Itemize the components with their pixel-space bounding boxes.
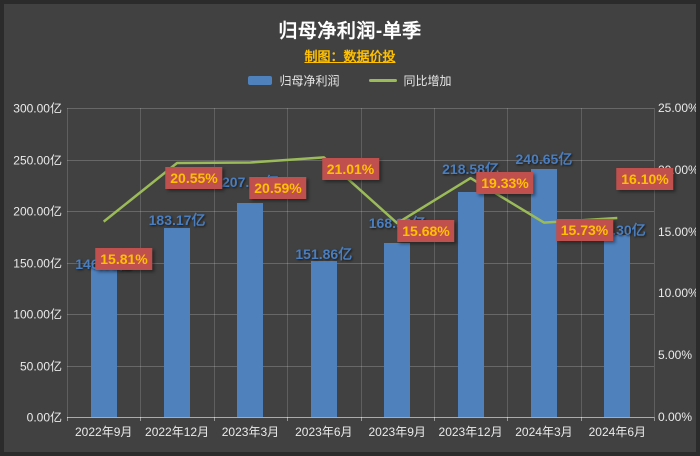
bar — [604, 235, 631, 417]
pct-label: 15.68% — [397, 219, 455, 242]
category-label: 2023年6月 — [295, 425, 353, 439]
legend: 归母净利润 同比增加 — [4, 72, 696, 89]
x-axis-tick — [433, 417, 435, 421]
legend-line-swatch-icon — [368, 79, 397, 82]
bar — [530, 169, 557, 417]
category-label: 2022年12月 — [145, 425, 210, 439]
right-axis-tick-label: 5.00% — [658, 348, 693, 363]
x-axis-tick — [580, 417, 582, 421]
x-axis-tick — [360, 417, 362, 421]
chart-title: 归母净利润-单季 — [278, 21, 422, 42]
gridline-horizontal — [67, 314, 654, 315]
pct-label: 15.73% — [555, 219, 614, 241]
category-label: 2023年12月 — [438, 425, 503, 439]
legend-line-label: 同比增加 — [403, 74, 452, 88]
gridline-vertical — [213, 108, 215, 417]
category-label: 2023年3月 — [221, 425, 280, 439]
legend-bar-swatch-icon — [248, 76, 273, 85]
bar — [457, 191, 484, 417]
bar — [310, 260, 337, 417]
pct-label: 20.59% — [249, 177, 307, 199]
gridline-vertical — [67, 108, 68, 417]
bar — [384, 242, 411, 417]
gridline-vertical — [580, 108, 582, 417]
bar — [90, 266, 117, 417]
right-axis-tick-label: 10.00% — [658, 286, 699, 301]
right-axis-tick-label: 25.00% — [658, 101, 699, 115]
x-axis-tick — [507, 417, 509, 421]
bar — [237, 202, 264, 417]
gridline-horizontal — [67, 211, 654, 212]
bar-value-label: 183.17亿 — [148, 212, 206, 228]
gridline-vertical — [507, 108, 509, 417]
left-axis-tick-label: 300.00亿 — [13, 101, 62, 116]
x-axis-tick — [287, 417, 289, 421]
gridline-vertical — [287, 108, 289, 417]
legend-bar-label: 归母净利润 — [279, 74, 340, 88]
left-axis-tick-label: 250.00亿 — [13, 153, 62, 167]
right-axis-tick-label: 0.00% — [658, 410, 693, 424]
left-axis-tick-label: 50.00亿 — [19, 359, 62, 373]
trend-line — [102, 156, 618, 225]
gridline-vertical — [360, 108, 362, 417]
x-axis-line — [67, 417, 654, 418]
plot-area: 146.06亿183.17亿207.95亿151.86亿168.96亿218.5… — [67, 108, 674, 421]
gridline-horizontal — [67, 417, 654, 418]
left-axis-tick-label: 0.00亿 — [26, 410, 62, 425]
pct-label: 21.01% — [321, 157, 380, 180]
x-axis-tick — [67, 417, 68, 421]
category-label: 2024年3月 — [515, 425, 573, 439]
trend-line-svg — [102, 156, 618, 225]
bar-value-label: 151.86亿 — [295, 246, 353, 262]
gridline-horizontal — [67, 108, 654, 109]
gridline-horizontal — [67, 262, 654, 264]
bar — [164, 228, 191, 417]
category-label: 2023年9月 — [368, 425, 426, 439]
pct-label: 15.81% — [95, 247, 153, 270]
gridline-horizontal — [67, 365, 654, 367]
left-axis: 300.00亿 250.00亿 200.00亿 150.00亿 100.00亿 50.00… — [4, 102, 62, 425]
chart-subtitle: 制图：数据价投 — [4, 46, 696, 65]
left-axis-tick-label: 150.00亿 — [13, 256, 62, 270]
x-axis: 2022年9月 2022年12月 2023年3月 2023年6月 2023年9月 2023… — [67, 423, 654, 443]
x-axis-tick — [654, 417, 655, 421]
right-axis-tick-label: 15.00% — [658, 224, 699, 239]
left-axis-tick-label: 100.00亿 — [13, 307, 62, 322]
right-axis: 25.00% 20.00% 15.00% 10.00% 5.00% 0.00% — [658, 101, 699, 424]
gridline-vertical — [654, 108, 655, 417]
pct-label: 16.10% — [616, 168, 674, 190]
bar-value-label: 240.65亿 — [515, 151, 573, 167]
category-label: 2024年6月 — [588, 425, 646, 439]
left-axis-tick-label: 200.00亿 — [13, 204, 62, 219]
pct-label: 20.55% — [165, 167, 223, 189]
gridline-vertical — [433, 108, 435, 417]
chart-subtitle-text: 制图：数据价投 — [304, 49, 396, 64]
pct-label: 19.33% — [476, 171, 534, 194]
x-axis-tick — [213, 417, 215, 421]
x-axis-tick — [140, 417, 142, 421]
category-label: 2022年9月 — [75, 425, 133, 439]
